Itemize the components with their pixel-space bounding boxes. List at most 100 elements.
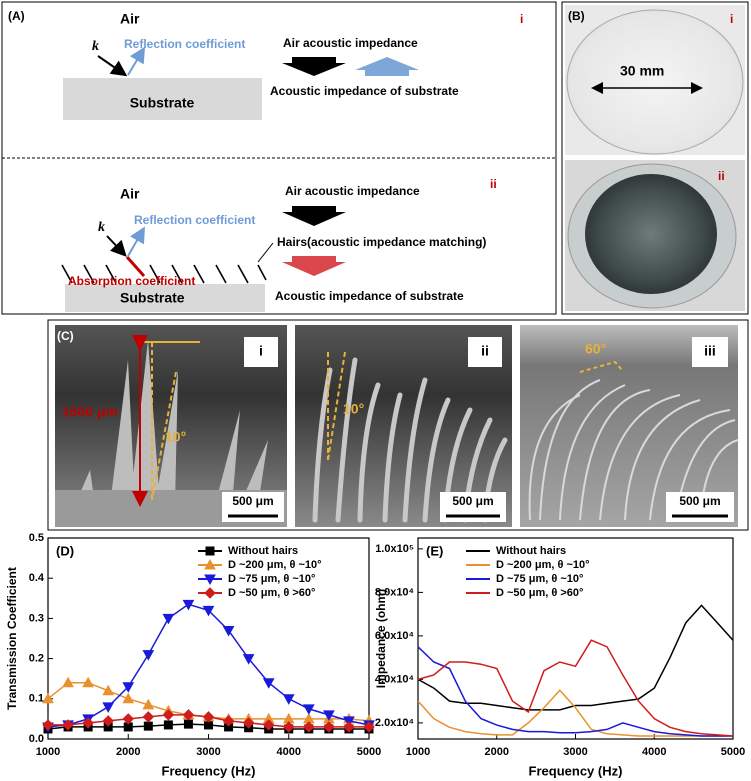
angle-line <box>151 371 177 501</box>
y-tick-label: 0.0 <box>29 733 44 745</box>
x-tick-label: 5000 <box>721 746 745 758</box>
marker <box>142 711 155 723</box>
impedance-label: Acoustic impedance of substrate <box>270 84 459 98</box>
legend-label: D ~200 μm, θ ~10° <box>496 559 590 571</box>
reflection-label: Reflection coefficient <box>134 213 255 227</box>
x-tick-label: 4000 <box>277 746 301 758</box>
marker <box>204 587 216 599</box>
height-label: 1500 μm <box>62 404 118 420</box>
numeral: i <box>730 12 733 26</box>
reflected-arrow <box>127 226 145 257</box>
incident-arrow <box>97 55 128 77</box>
down-arrow <box>282 206 346 226</box>
marker <box>262 678 275 689</box>
series-line <box>417 604 734 711</box>
marker <box>204 558 216 570</box>
panel-label: (C) <box>57 329 74 343</box>
panel-label: (B) <box>568 9 585 23</box>
panel-b: (B) i 30 mm ii <box>561 1 749 315</box>
absorption-label: Absorption coefficient <box>68 274 195 288</box>
marker <box>122 682 135 693</box>
y-tick-label: 1.0x10⁵ <box>375 543 414 555</box>
y-axis-label: Impedance (ohm) <box>374 589 388 688</box>
marker <box>222 625 235 637</box>
impedance-label: Air acoustic impedance <box>283 36 418 50</box>
marker <box>122 713 134 725</box>
y-tick-label: 6.0x10⁴ <box>375 630 414 642</box>
series-line <box>417 646 733 737</box>
marker <box>142 698 155 710</box>
x-tick-label: 2000 <box>116 746 140 758</box>
scale-label: 500 μm <box>452 494 493 508</box>
hairs-label: Hairs(acoustic impedance matching) <box>277 235 486 249</box>
impedance-label: Acoustic impedance of substrate <box>275 289 464 303</box>
angle-label: 10° <box>343 401 364 417</box>
marker <box>42 692 54 704</box>
angle-line <box>579 360 623 373</box>
numeral: iii <box>704 343 716 359</box>
panel-c: (C) i ii iii 1500 μm 10° 10° 60° 500 μm … <box>47 319 749 531</box>
marker <box>323 721 335 733</box>
marker <box>143 721 153 731</box>
marker <box>163 720 173 730</box>
y-tick-label: 0.4 <box>29 572 45 584</box>
leader-line <box>257 242 274 263</box>
scale-label: 500 μm <box>232 494 273 508</box>
numeral: ii <box>718 169 725 183</box>
angle-line <box>327 351 346 461</box>
marker <box>182 709 195 721</box>
x-axis-label: Frequency (Hz) <box>162 763 256 778</box>
panel-label: (A) <box>8 9 25 23</box>
substrate-label: Substrate <box>120 290 185 306</box>
x-tick-label: 5000 <box>357 746 381 758</box>
medium-label: Air <box>120 11 140 27</box>
x-tick-label: 4000 <box>642 746 666 758</box>
marker <box>122 692 135 704</box>
panel-a: (A) Air i k Reflection coefficient Subst… <box>1 1 557 315</box>
marker <box>262 719 275 731</box>
substrate <box>65 284 265 312</box>
reflected-arrow <box>127 46 146 76</box>
marker <box>82 676 94 688</box>
marker <box>202 605 215 617</box>
medium-label: Air <box>120 186 140 202</box>
incident-arrow <box>106 235 127 257</box>
reflection-label: Reflection coefficient <box>124 37 245 51</box>
wave-vector: k <box>92 39 99 54</box>
y-tick-label: 0.5 <box>29 532 44 544</box>
substrate <box>63 78 262 120</box>
diameter-label: 30 mm <box>620 63 664 79</box>
legend-label: Without hairs <box>496 545 566 557</box>
label-box <box>244 337 278 367</box>
legend-label: D ~200 μm, θ ~10° <box>228 559 322 571</box>
marker <box>222 715 235 727</box>
y-tick-label: 2.0x10⁴ <box>375 717 414 729</box>
marker <box>102 702 115 713</box>
y-tick-label: 0.1 <box>29 693 44 705</box>
panel-label: (E) <box>426 543 443 558</box>
y-tick-label: 0.3 <box>29 612 44 624</box>
label-box <box>468 337 502 367</box>
marker <box>205 546 215 556</box>
y-tick-label: 0.2 <box>29 653 44 665</box>
wave-vector: k <box>98 220 105 235</box>
label-box <box>692 337 728 367</box>
y-tick-label: 4.0x10⁴ <box>375 673 414 685</box>
impedance-label: Air acoustic impedance <box>285 184 420 198</box>
legend-label: D ~75 μm, θ ~10° <box>496 573 583 585</box>
scale-label: 500 μm <box>679 494 720 508</box>
angle-label: 10° <box>165 429 186 445</box>
y-tick-label: 8.0x10⁴ <box>375 586 414 598</box>
angle-label: 60° <box>585 341 606 357</box>
down-arrow <box>282 57 346 76</box>
marker <box>182 599 195 611</box>
legend-label: Without hairs <box>228 545 298 557</box>
absorbed-path <box>125 255 146 278</box>
marker <box>162 613 175 625</box>
petri-dish <box>566 9 744 155</box>
marker <box>242 654 255 665</box>
numeral: ii <box>481 343 489 359</box>
legend-label: D ~50 μm, θ >60° <box>228 587 315 599</box>
hair-array <box>585 174 717 294</box>
